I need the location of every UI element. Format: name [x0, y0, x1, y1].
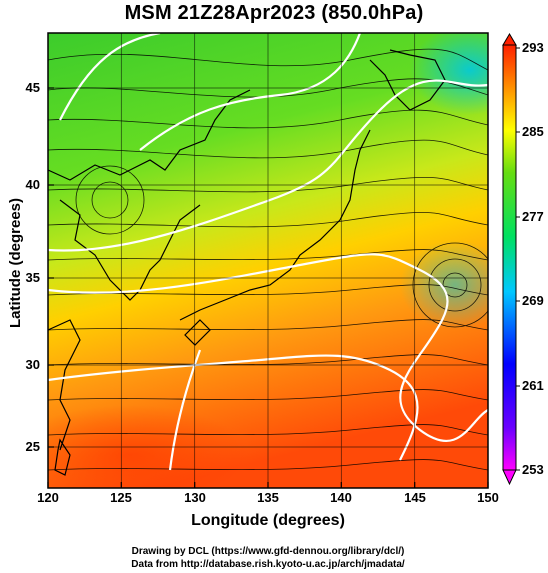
x-axis-label: Longitude (degrees)	[191, 512, 345, 529]
isotherms	[48, 33, 488, 471]
y-axis-label: Latitude (degrees)	[7, 197, 24, 329]
y-tick-label: 45	[25, 80, 40, 95]
x-tick-label: 135	[257, 490, 279, 505]
y-tick-label: 40	[25, 177, 40, 192]
x-tick-label: 145	[404, 490, 426, 505]
y-tick-label: 25	[25, 439, 40, 454]
cold-low-center	[400, 240, 488, 330]
colorbar-tick-label: 253	[522, 462, 544, 477]
x-tick-label: 150	[477, 490, 499, 505]
colorbar	[502, 33, 520, 486]
credit-data: Data from http://database.rish.kyoto-u.a…	[131, 559, 405, 570]
colorbar-bottom-arrow	[502, 469, 517, 486]
colorbar-tick-label: 293	[522, 40, 544, 55]
map-title: MSM 21Z28Apr2023 (850.0hPa)	[124, 2, 424, 24]
coastlines	[48, 49, 446, 476]
x-tick-label: 120	[37, 490, 59, 505]
x-tick-label: 130	[184, 490, 206, 505]
x-tick-label: 125	[110, 490, 132, 505]
cold-anomaly	[410, 33, 488, 115]
colorbar-top-arrow	[502, 33, 517, 46]
grid-lines	[48, 33, 488, 488]
y-tick-label: 30	[25, 357, 40, 372]
colorbar-tick-label: 261	[522, 378, 544, 393]
y-tick-label: 35	[25, 270, 40, 285]
warm-anomaly	[48, 405, 250, 488]
colorbar-tick-label: 277	[522, 209, 544, 224]
colorbar-tick-label: 285	[522, 124, 544, 139]
x-tick-label: 140	[330, 490, 352, 505]
streamlines	[48, 48, 488, 471]
tick-marks	[47, 87, 489, 488]
credit-drawing: Drawing by DCL (https://www.gfd-dennou.o…	[131, 546, 405, 557]
colorbar-tick-label: 269	[522, 293, 544, 308]
